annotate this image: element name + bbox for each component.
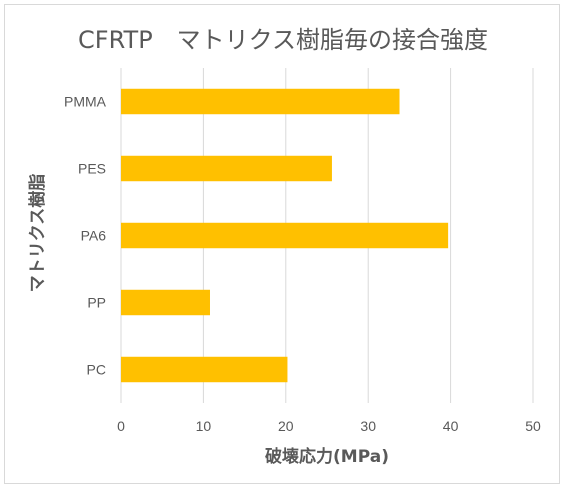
bar-pa6 [121,222,449,249]
category-label-pes: PES [78,161,106,177]
y-axis-title: マトリクス樹脂 [27,174,48,293]
x-tick-label: 0 [117,418,125,434]
x-tick-label: 30 [360,418,376,434]
category-label-pa6: PA6 [81,228,107,244]
x-tick-label: 10 [196,418,212,434]
bar-pc [121,356,288,383]
category-label-pp: PP [87,295,106,311]
x-tick-label: 50 [525,418,541,434]
chart-title: CFRTP マトリクス樹脂毎の接合強度 [78,26,488,54]
x-tick-labels: 0 10 20 30 40 50 [117,418,541,434]
bars [121,88,449,383]
category-label-pmma: PMMA [64,94,107,110]
x-tick-label: 40 [443,418,459,434]
bar-pp [121,289,210,316]
gridlines [120,68,534,403]
x-axis-title: 破壊応力(MPa) [265,446,389,467]
category-label-pc: PC [87,362,106,378]
x-tick-label: 20 [278,418,294,434]
category-labels: PMMA PES PA6 PP PC [64,94,107,378]
bar-pmma [121,88,400,115]
bar-pes [121,155,332,182]
